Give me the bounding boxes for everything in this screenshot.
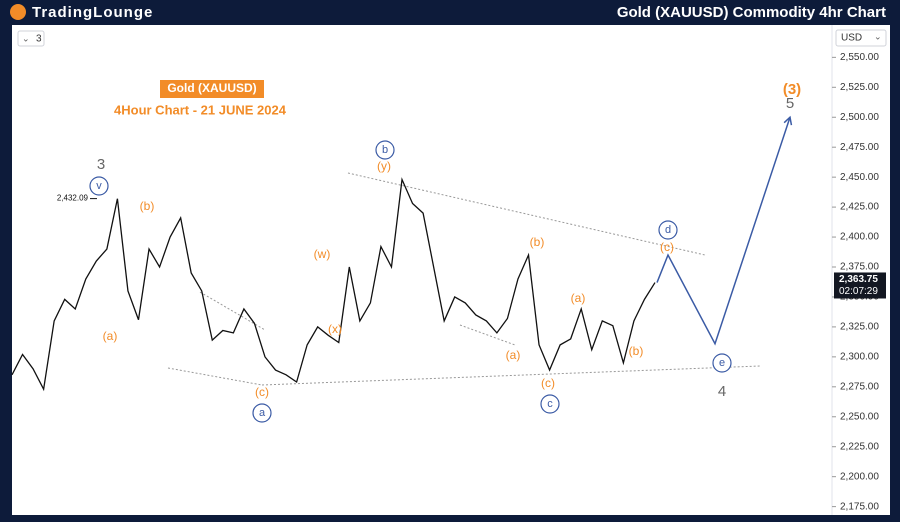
wave-label: (c) [541, 376, 555, 390]
wave-label: 3 [97, 156, 105, 173]
chevron: ⌄ [22, 33, 30, 43]
y-tick-label: 2,300.00 [840, 351, 879, 362]
wave-circle [89, 176, 109, 196]
wave-circle [252, 403, 272, 423]
trendline [347, 172, 706, 256]
y-tick-label: 2,525.00 [840, 82, 879, 93]
wave-label: v [96, 180, 102, 192]
wave-circle [375, 140, 395, 160]
interval-control[interactable] [17, 30, 45, 47]
currency-control[interactable] [835, 29, 887, 47]
wave-label: a [259, 407, 266, 419]
wave-label: c [547, 398, 553, 410]
projection-line [656, 117, 791, 346]
y-tick-label: 2,200.00 [840, 471, 879, 482]
wave-label: (c) [255, 385, 269, 399]
wave-label: (a) [506, 348, 521, 362]
last-price-tag [834, 272, 886, 299]
y-tick-label: 2,450.00 [840, 172, 879, 183]
wave-circle [540, 394, 560, 414]
last-price-label: 2,363.75 [839, 274, 878, 285]
interval-label: 3 [36, 34, 42, 45]
trendline [199, 291, 266, 331]
y-tick-label: 2,250.00 [840, 411, 879, 422]
y-tick-label: 2,425.00 [840, 202, 879, 213]
y-tick-label: 2,325.00 [840, 322, 879, 333]
wave-label: (c) [660, 240, 674, 254]
wave-circle [658, 220, 678, 240]
y-tick-label: 2,400.00 [840, 232, 879, 243]
y-tick-label: 2,175.00 [840, 501, 879, 512]
y-tick-label: 2,500.00 [840, 112, 879, 123]
currency-label: USD [841, 33, 862, 44]
wave-label: (3) [783, 81, 801, 98]
wave-label: 4 [718, 383, 726, 400]
title-box [160, 80, 264, 98]
plot-background [12, 25, 890, 515]
y-tick-label: 2,475.00 [840, 142, 879, 153]
chevron: ⌄ [874, 31, 882, 41]
price-line [11, 177, 656, 392]
trendline [261, 365, 761, 386]
wave-label: e [719, 357, 725, 369]
wave-label: (y) [377, 159, 391, 173]
y-tick-label: 2,225.00 [840, 441, 879, 452]
wave-label: b [382, 144, 388, 156]
y-tick-label: 2,550.00 [840, 52, 879, 63]
wave-circle [712, 353, 732, 373]
wave-label: (b) [629, 344, 644, 358]
logo-icon [10, 4, 26, 20]
header-title: Gold (XAUUSD) Commodity 4hr Chart [617, 4, 886, 21]
high-label: 2,432.09 [57, 194, 89, 203]
wave-label: d [665, 224, 671, 236]
wave-label: (a) [103, 329, 118, 343]
countdown: 02:07:29 [839, 286, 878, 297]
trendline [459, 324, 516, 346]
wave-label: (b) [140, 199, 155, 213]
y-tick-label: 2,275.00 [840, 381, 879, 392]
wave-label: (a) [571, 291, 586, 305]
y-tick-label: 2,375.00 [840, 262, 879, 273]
chart-title: Gold (XAUUSD) [167, 81, 256, 95]
chart-subtitle: 4Hour Chart - 21 JUNE 2024 [114, 102, 287, 117]
arrow-head [783, 115, 793, 126]
wave-label: 5 [786, 95, 794, 112]
wave-label: (x) [328, 322, 342, 336]
wave-label: (b) [530, 235, 545, 249]
brand: TradingLounge [32, 4, 153, 21]
wave-label: (w) [314, 247, 331, 261]
